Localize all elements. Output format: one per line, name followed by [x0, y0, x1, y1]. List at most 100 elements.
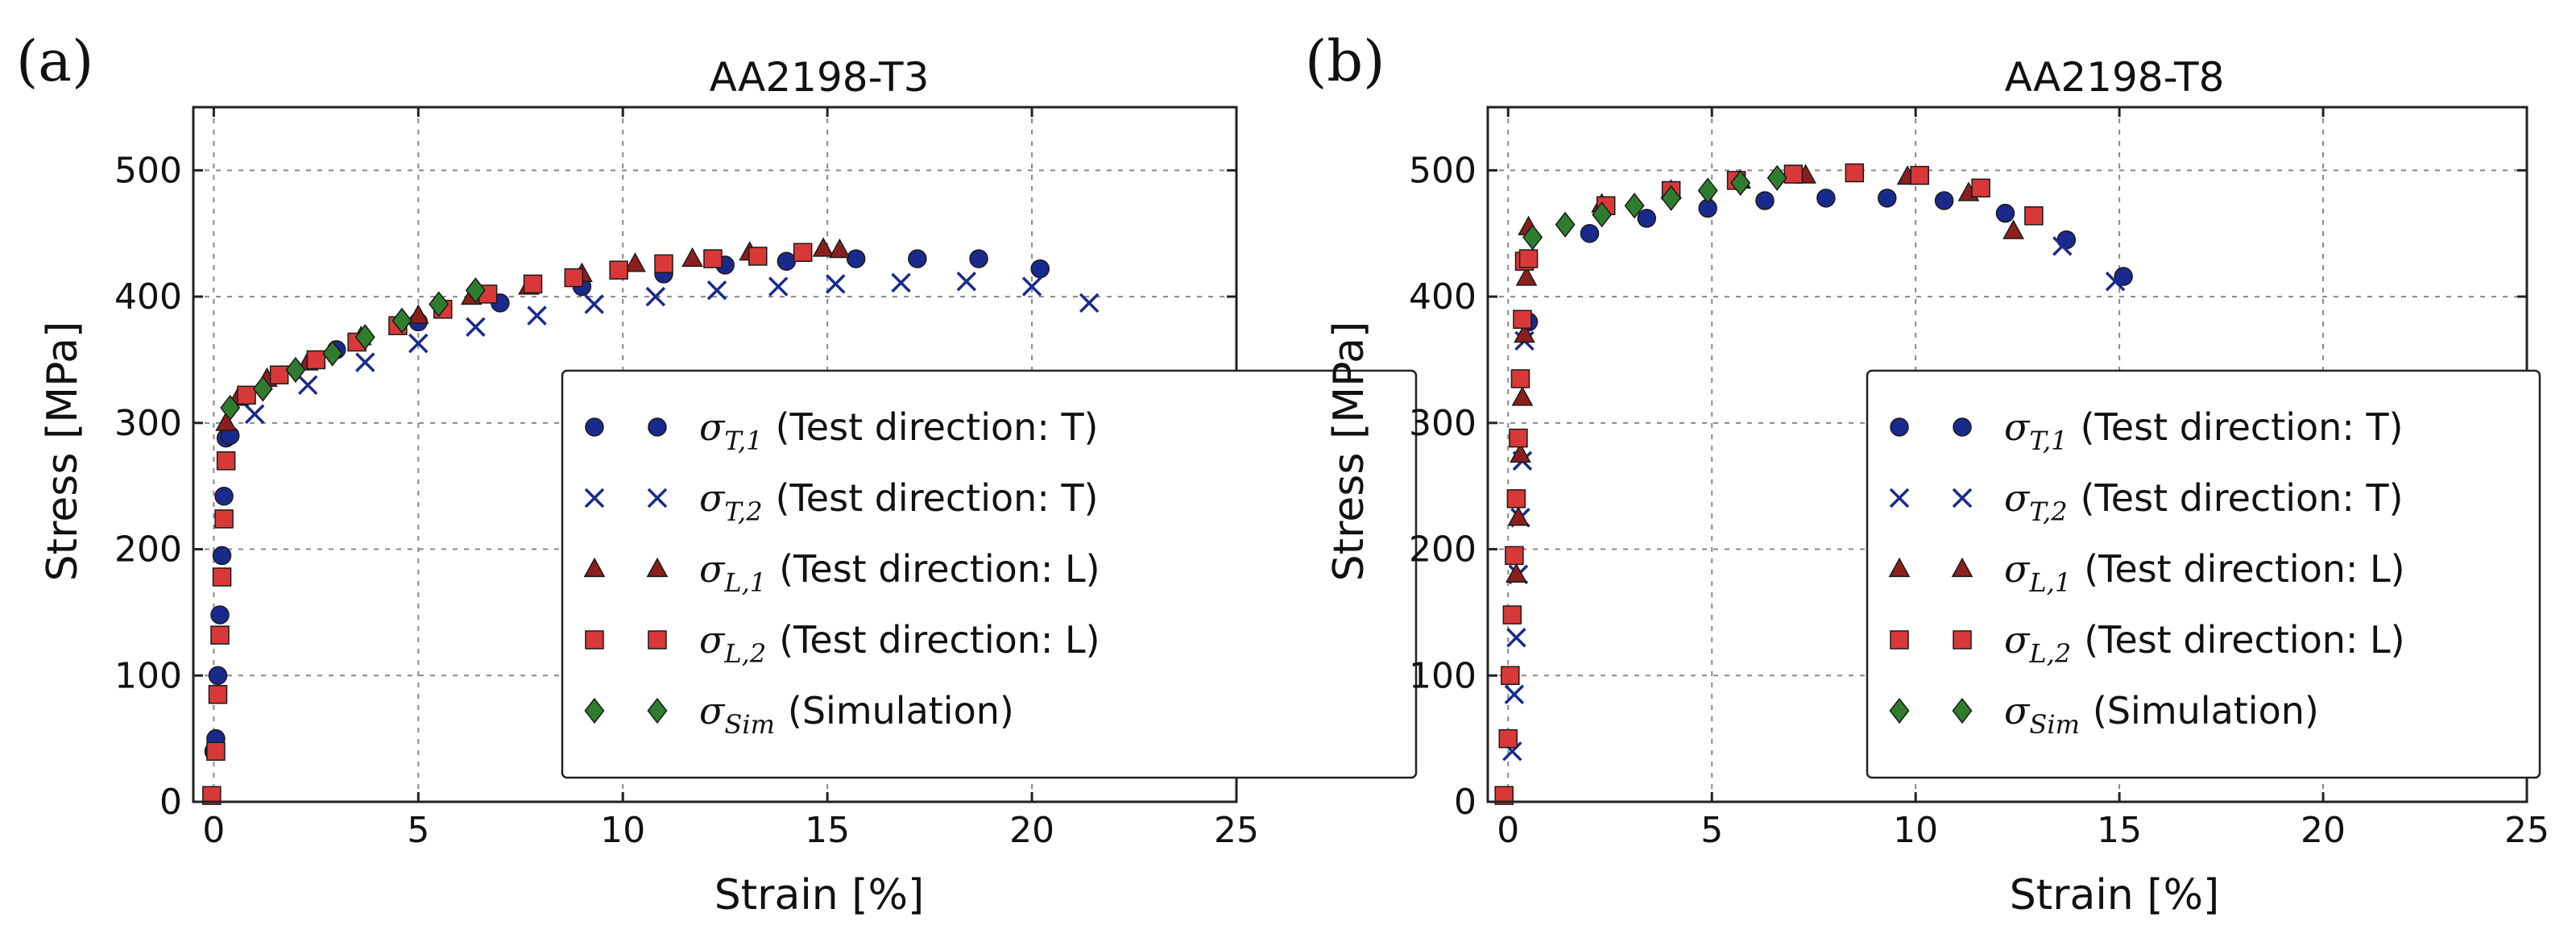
- data-point-sigma-t2: [527, 305, 547, 326]
- legend-label-s2: σT,2 (Test direction: T): [699, 476, 1098, 527]
- data-point-sigma-sim: [465, 277, 486, 304]
- ticks-a: 0 5 10 15 20 25 0 100 200 300 400 500: [114, 107, 1259, 851]
- panel-a: (a) AA2198-T3 Stress [MPa] Strain [%] 0 5…: [16, 28, 1418, 919]
- data-point-sigma-t2: [891, 272, 911, 293]
- data-point-sigma-t2: [466, 317, 486, 337]
- panel-label-b: (b): [1305, 28, 1385, 94]
- data-point-sigma-l2: [1845, 163, 1865, 183]
- data-point-sigma-t2: [2105, 272, 2126, 292]
- data-point-sigma-t1: [2056, 230, 2077, 250]
- legend-subscript: T,2: [724, 496, 762, 527]
- data-point-sigma-t1: [210, 605, 230, 625]
- data-point-sigma-t1: [212, 546, 232, 566]
- legend-subscript: L,1: [2028, 567, 2071, 598]
- data-point-sigma-l1: [812, 237, 835, 257]
- data-point-sigma-l2: [212, 567, 232, 587]
- data-point-sigma-l2: [1513, 309, 1532, 330]
- legend-a: σT,1 (Test direction: T)σT,2 (Test directi…: [561, 369, 1418, 779]
- legend-description: (Simulation): [2093, 689, 2319, 733]
- panel-label-a: (a): [16, 28, 93, 94]
- legend-marker-s3: [1888, 557, 1911, 578]
- y-tick-label: 100: [114, 655, 182, 696]
- legend-marker-s4-2: [1953, 630, 1972, 650]
- legend-description: (Test direction: T): [2081, 405, 2404, 449]
- data-point-sigma-l2: [793, 243, 813, 262]
- data-point-sigma-t1: [1816, 189, 1836, 208]
- legend-symbol: σ: [2004, 618, 2031, 662]
- data-point-sigma-sim: [1697, 177, 1718, 204]
- legend-label-s1: σT,1 (Test direction: T): [699, 405, 1098, 456]
- legend-description: (Test direction: L): [2084, 618, 2404, 662]
- y-axis-label-b: Stress [MPa]: [1325, 322, 1373, 582]
- data-point-sigma-t1: [1995, 203, 2015, 223]
- legend-description: (Test direction: L): [2084, 547, 2404, 591]
- x-axis-label-b: Strain [%]: [2010, 871, 2220, 919]
- x-tick-label: 15: [2097, 810, 2142, 851]
- data-point-sigma-t2: [1021, 276, 1042, 297]
- x-tick-label: 5: [1700, 810, 1723, 851]
- y-tick-label: 500: [114, 150, 182, 191]
- legend-subscript: T,1: [724, 425, 762, 456]
- data-point-sigma-l2: [1498, 728, 1518, 749]
- data-point-sigma-l1: [1505, 562, 1527, 583]
- legend-description: (Test direction: L): [779, 618, 1100, 662]
- data-point-sigma-sim: [285, 356, 306, 384]
- legend-subscript: T,2: [2029, 496, 2067, 527]
- data-point-sigma-l2: [1509, 428, 1528, 448]
- data-point-sigma-l1: [1510, 442, 1531, 463]
- legend-marker-s1-2: [1953, 417, 1972, 437]
- legend-marker-s2-2: [1952, 488, 1973, 508]
- x-tick-label: 10: [600, 810, 645, 851]
- legend-symbol: σ: [2004, 689, 2031, 733]
- legend-marker-s2-2: [647, 488, 668, 508]
- data-point-sigma-l2: [523, 274, 543, 294]
- data-point-sigma-t1: [1637, 209, 1657, 228]
- x-tick-label: 0: [1497, 810, 1519, 851]
- data-point-sigma-l2: [703, 249, 723, 268]
- legend-marker-s5: [584, 697, 605, 724]
- legend-symbol: σ: [699, 476, 726, 520]
- legend-description: (Simulation): [788, 689, 1014, 733]
- data-point-sigma-t2: [408, 333, 429, 354]
- legend-subscript: L,2: [2028, 638, 2071, 669]
- x-tick-label: 25: [1214, 810, 1259, 851]
- data-point-sigma-l2: [1501, 666, 1520, 686]
- y-tick-label: 200: [114, 529, 182, 571]
- data-point-sigma-l2: [214, 509, 234, 529]
- y-tick-label: 100: [1409, 655, 1476, 696]
- legend-marker-s3-2: [1951, 557, 1973, 578]
- legend-box-b: [1866, 369, 2541, 779]
- legend-marker-s4: [1890, 630, 1909, 650]
- chart-title-b: AA2198-T8: [2005, 54, 2225, 101]
- legend-b: σT,1 (Test direction: T)σT,2 (Test directi…: [1866, 369, 2541, 779]
- data-point-sigma-t2: [1506, 628, 1526, 648]
- data-point-sigma-t2: [826, 274, 846, 294]
- data-point-sigma-sim: [1730, 169, 1751, 197]
- data-point-sigma-l2: [269, 365, 289, 385]
- data-point-sigma-sim: [1766, 164, 1787, 191]
- legend-marker-s2: [584, 488, 605, 508]
- data-point-sigma-sim: [1555, 211, 1576, 238]
- chart-title-a: AA2198-T3: [710, 54, 930, 101]
- data-points-a: [202, 237, 1100, 805]
- legend-symbol: σ: [2004, 405, 2031, 449]
- data-point-sigma-t2: [1504, 684, 1525, 705]
- legend-subscript: Sim: [2029, 709, 2080, 740]
- data-point-sigma-l1: [1511, 386, 1534, 406]
- legend-description: (Test direction: T): [2081, 476, 2404, 520]
- legend-marker-s4-2: [648, 630, 667, 650]
- y-tick-label: 200: [1409, 529, 1476, 571]
- x-tick-label: 5: [407, 810, 429, 851]
- data-point-sigma-t2: [584, 294, 604, 314]
- legend-marker-s5-2: [647, 697, 668, 724]
- data-point-sigma-t2: [355, 352, 375, 372]
- x-tick-label: 20: [2301, 810, 2346, 851]
- data-point-sigma-sim: [1624, 193, 1645, 219]
- legend-subscript: T,1: [2029, 425, 2067, 456]
- y-tick-label: 0: [1454, 782, 1476, 823]
- data-point-sigma-l2: [748, 247, 768, 266]
- legend-marker-s3: [583, 557, 606, 578]
- data-point-sigma-sim: [354, 324, 375, 351]
- legend-marker-s3-2: [646, 557, 669, 578]
- data-point-sigma-l2: [1518, 249, 1539, 268]
